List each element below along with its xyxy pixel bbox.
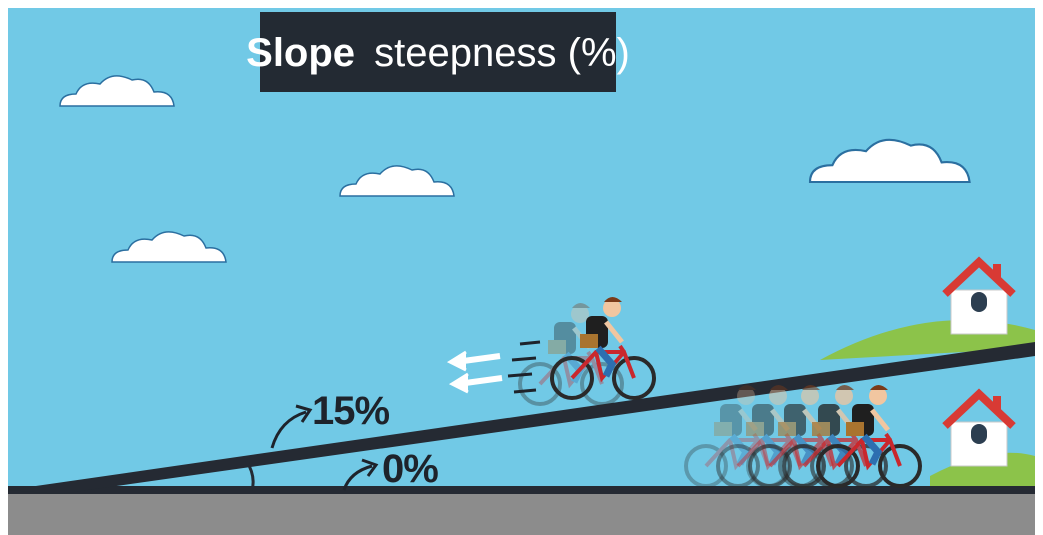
page: {"header": {"title_bold": "Slope", "titl… — [0, 0, 1043, 535]
label-15: 15% — [312, 389, 389, 433]
illustration: Slope steepness (%) 15% 0% — [0, 0, 1043, 535]
title-bold: Slope — [246, 31, 355, 75]
title: Slope steepness (%) — [246, 31, 630, 75]
title-rest: steepness (%) — [374, 31, 630, 75]
ground — [8, 492, 1035, 535]
label-0: 0% — [382, 447, 438, 491]
flat-road — [8, 486, 1035, 494]
